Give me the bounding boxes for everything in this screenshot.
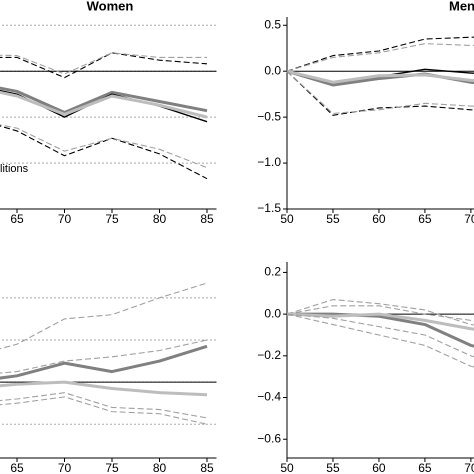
series-line [0,392,208,419]
x-tick-label: 65 [10,212,24,226]
x-tick-label: 70 [58,212,72,226]
y-tick-label: −1.0 [257,155,281,169]
y-tick-label: −0.6 [257,431,281,445]
x-tick-label: 55 [326,212,340,226]
series-line [0,52,208,79]
x-tick-label: 80 [153,212,167,226]
y-tick-label: 0.0 [264,63,281,77]
x-tick-label: 65 [418,212,432,226]
series-line [286,305,474,322]
x-tick-label: 60 [372,212,386,226]
series-line [0,344,208,380]
panel-title: Women [87,0,134,13]
series-line [286,69,474,84]
series-line [0,124,208,169]
series-line [286,313,474,358]
x-tick-label: 55 [326,461,340,474]
x-tick-label: 50 [280,212,294,226]
x-tick-label: 50 [280,461,294,474]
x-tick-label: 75 [105,461,119,474]
series-line [0,86,208,115]
x-tick-label: 60 [372,461,386,474]
series-line [0,90,208,119]
series-line [286,70,474,115]
series-line [286,313,474,368]
x-tick-label: 85 [200,212,214,226]
x-tick-label: 70 [58,461,72,474]
x-tick-label: 70 [464,461,474,474]
panel-title: Men [449,0,474,13]
series-line [0,52,207,75]
series-line [0,282,208,350]
annotation: litions [0,163,29,175]
y-tick-label: −0.4 [257,390,281,404]
y-tick-label: 0.5 [264,17,281,31]
x-tick-label: 85 [200,461,214,474]
y-tick-label: −0.2 [257,348,281,362]
y-tick-label: 0.0 [264,306,281,320]
y-tick-label: −0.5 [257,109,281,123]
series-line [286,312,474,331]
series-line [286,43,474,72]
x-tick-label: 65 [10,461,24,474]
y-tick-label: −1.5 [257,201,281,215]
series-line [0,396,208,425]
series-line [287,312,474,348]
x-tick-label: 75 [105,212,119,226]
x-tick-label: 70 [464,212,474,226]
series-line [286,298,474,326]
series-line [0,380,208,397]
series-line [0,339,208,374]
x-tick-label: 65 [418,461,432,474]
y-tick-label: 0.2 [264,265,281,279]
x-tick-label: 80 [153,461,167,474]
series-line [286,36,474,72]
series-line [0,125,208,180]
